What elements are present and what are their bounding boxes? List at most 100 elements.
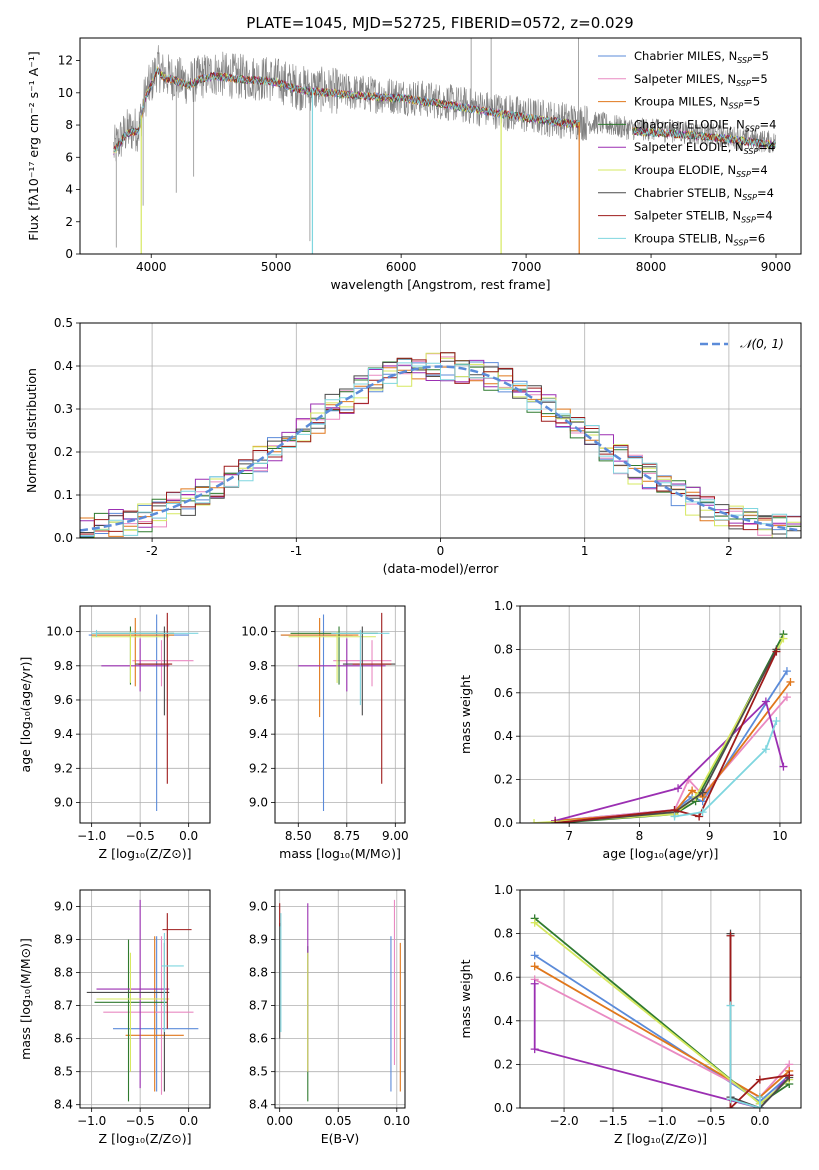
plot-area [80, 352, 801, 538]
x-axis-label: wavelength [Angstrom, rest frame] [330, 277, 550, 292]
mass-weight-marker-salpeter-elodie [779, 762, 788, 771]
y-tick-label: 8.6 [54, 1032, 73, 1046]
mass-weight-marker-chabrier-miles [782, 667, 791, 676]
x-axis-label: Z [log₁₀(Z/Z⊙)] [614, 1131, 707, 1146]
mass-weight-line-salpeter-elodie [554, 699, 785, 822]
mass-weight-marker-salpeter-elodie [674, 784, 683, 793]
y-tick-label: 8.6 [249, 1032, 268, 1046]
legend-label-salpeter-stelib: Salpeter STELIB, NSSP=4 [634, 209, 773, 225]
mass-weight-marker-kroupa-miles [786, 677, 795, 686]
y-tick-label: 0.0 [54, 531, 73, 545]
mass-weight-marker-kroupa-stelib [726, 1095, 735, 1104]
observed-spectrum-line [113, 45, 777, 162]
x-tick-label: 10 [772, 829, 787, 843]
x-tick-label: 8000 [636, 260, 667, 274]
y-tick-label: 8.5 [54, 1065, 73, 1079]
y-tick-label: 9.2 [54, 761, 73, 775]
y-tick-label: 0.2 [494, 1057, 513, 1071]
x-axis-label: mass [log₁₀(M/M⊙)] [279, 846, 401, 861]
y-tick-label: 10.0 [241, 625, 268, 639]
y-tick-label: 0.8 [494, 927, 513, 941]
y-tick-label: 8.8 [249, 966, 268, 980]
x-tick-label: −0.5 [696, 1114, 725, 1128]
y-tick-label: 9.0 [249, 900, 268, 914]
x-tick-label: 0.10 [383, 1114, 410, 1128]
normal-distribution-curve [80, 365, 801, 532]
y-tick-label: 10.0 [46, 625, 73, 639]
y-tick-label: 8.9 [54, 933, 73, 947]
mass-weight-line-salpeter-stelib [555, 651, 778, 823]
weight-vs-age-panel: 7 8 9 10 0.0 0.2 0.4 0.6 0.8 1.0 age [log₁₀(age/yr… [458, 599, 802, 861]
x-tick-label: 1 [581, 544, 589, 558]
y-tick-label: 0.0 [494, 816, 513, 830]
age-vs-mass-panel: 8.50 8.75 9.00 9.0 9.2 9.4 9.6 9.8 10.0 mass [log… [241, 605, 409, 861]
mass-weight-marker-kroupa-stelib [755, 1104, 764, 1108]
y-tick-label: 0.5 [54, 316, 73, 330]
plot-area [88, 612, 199, 812]
mass-weight-marker-chabrier-miles [530, 951, 539, 960]
axes-frame [519, 889, 802, 1109]
age-vs-Z-panel: −1.0 −0.5 0.0 9.0 9.2 9.4 9.6 9.8 10.0 Z [log₁₀(Z… [18, 605, 211, 861]
x-tick-label: 0.0 [750, 1114, 769, 1128]
y-tick-label: 9.0 [54, 795, 73, 809]
mass-weight-line-chabrier-stelib [555, 648, 778, 823]
mass-weight-marker-salpeter-elodie [530, 1045, 539, 1054]
residual-hist-panel: -2 -1 0 1 2 0.0 0.1 0.2 0.3 0.4 0.5 (data-model)/er… [24, 316, 802, 576]
legend-label-kroupa-stelib: Kroupa STELIB, NSSP=6 [634, 231, 765, 247]
y-tick-label: 4 [65, 183, 73, 197]
mass-weight-marker-salpeter-stelib [726, 931, 735, 940]
y-tick-label: 2 [65, 215, 73, 229]
mass-weight-marker-kroupa-stelib [755, 1093, 764, 1102]
y-tick-label: 9.8 [249, 659, 268, 673]
y-axis-label: mass [log₁₀(M/M⊙)] [18, 938, 33, 1060]
x-axis-label: Z [log₁₀(Z/Z⊙)] [99, 1131, 192, 1146]
mass-weight-marker-kroupa-elodie [779, 634, 788, 643]
mass-weight-marker-salpeter-stelib [772, 647, 781, 656]
y-tick-label: 8.4 [249, 1098, 268, 1112]
legend-label-salpeter-elodie: Salpeter ELODIE, NSSP=4 [634, 140, 775, 156]
y-tick-label: 0.4 [494, 1014, 513, 1028]
x-tick-label: 7 [565, 829, 573, 843]
y-tick-label: 8.9 [249, 933, 268, 947]
mass-weight-marker-salpeter-stelib [551, 819, 560, 823]
axes-frame [519, 605, 802, 824]
y-tick-label: 0.2 [494, 773, 513, 787]
axes-frame [79, 605, 211, 824]
y-tick-label: 9.0 [249, 795, 268, 809]
mass-weight-marker-salpeter-elodie [530, 979, 539, 988]
y-tick-label: 8.8 [54, 966, 73, 980]
plot-area [279, 899, 401, 1102]
mass-weight-marker-salpeter-stelib [755, 1075, 764, 1084]
y-tick-label: 8.4 [54, 1098, 73, 1112]
y-tick-label: 0.3 [54, 402, 73, 416]
y-tick-label: 9.8 [54, 659, 73, 673]
model-spectrum-line-kroupa-stelib [113, 67, 776, 152]
x-tick-label: −1.0 [647, 1114, 676, 1128]
mass-weight-line-kroupa-elodie [533, 638, 785, 823]
x-axis-label: Z [log₁₀(Z/Z⊙)] [99, 846, 192, 861]
x-tick-label: 8.50 [285, 829, 312, 843]
mass-weight-marker-kroupa-elodie [530, 918, 539, 927]
plot-area [280, 612, 396, 812]
x-tick-label: 0.0 [179, 829, 198, 843]
mass-weight-marker-kroupa-miles [530, 962, 539, 971]
y-tick-label: 0.0 [494, 1101, 513, 1115]
y-tick-label: 0.6 [494, 686, 513, 700]
x-tick-label: 9.00 [382, 829, 409, 843]
axes-frame [79, 322, 802, 539]
y-tick-label: 0.4 [54, 359, 73, 373]
y-tick-label: 9.4 [249, 727, 268, 741]
x-tick-label: −1.5 [598, 1114, 627, 1128]
x-tick-label: 6000 [386, 260, 417, 274]
x-tick-label: 0.00 [266, 1114, 293, 1128]
x-tick-label: -1 [290, 544, 302, 558]
x-tick-label: 9 [706, 829, 714, 843]
x-tick-label: 8 [636, 829, 644, 843]
y-tick-label: 9.4 [54, 727, 73, 741]
plot-area [530, 914, 794, 1108]
x-tick-label: −1.0 [77, 1114, 106, 1128]
mass-weight-marker-salpeter-miles [782, 693, 791, 702]
mass-weight-line-kroupa-miles [555, 681, 792, 822]
y-axis-label: mass weight [458, 675, 473, 754]
y-tick-label: 8.7 [249, 999, 268, 1013]
